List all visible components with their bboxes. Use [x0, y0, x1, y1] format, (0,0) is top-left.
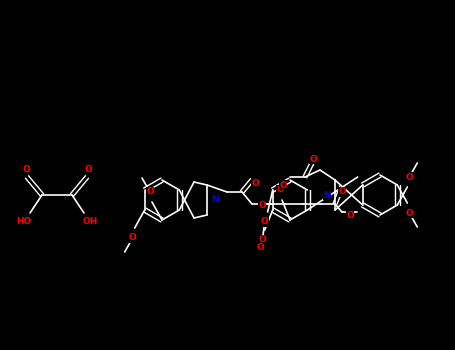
Text: N: N — [211, 196, 219, 204]
Text: O: O — [129, 233, 136, 243]
Text: O: O — [405, 173, 413, 182]
Text: O: O — [146, 188, 154, 196]
Text: HO: HO — [16, 217, 32, 225]
Text: OH: OH — [82, 217, 98, 225]
Text: O: O — [279, 181, 287, 189]
Text: O: O — [257, 244, 264, 252]
Text: N: N — [323, 190, 331, 199]
Text: O: O — [261, 217, 268, 226]
Text: O: O — [258, 202, 266, 210]
Text: O: O — [405, 209, 413, 217]
Text: O: O — [251, 180, 259, 189]
Text: O: O — [309, 154, 317, 163]
Text: O: O — [22, 164, 30, 174]
Text: O: O — [259, 236, 267, 245]
Text: O: O — [276, 186, 284, 195]
Text: O: O — [346, 211, 354, 220]
Text: O: O — [338, 188, 346, 196]
Text: O: O — [84, 164, 92, 174]
